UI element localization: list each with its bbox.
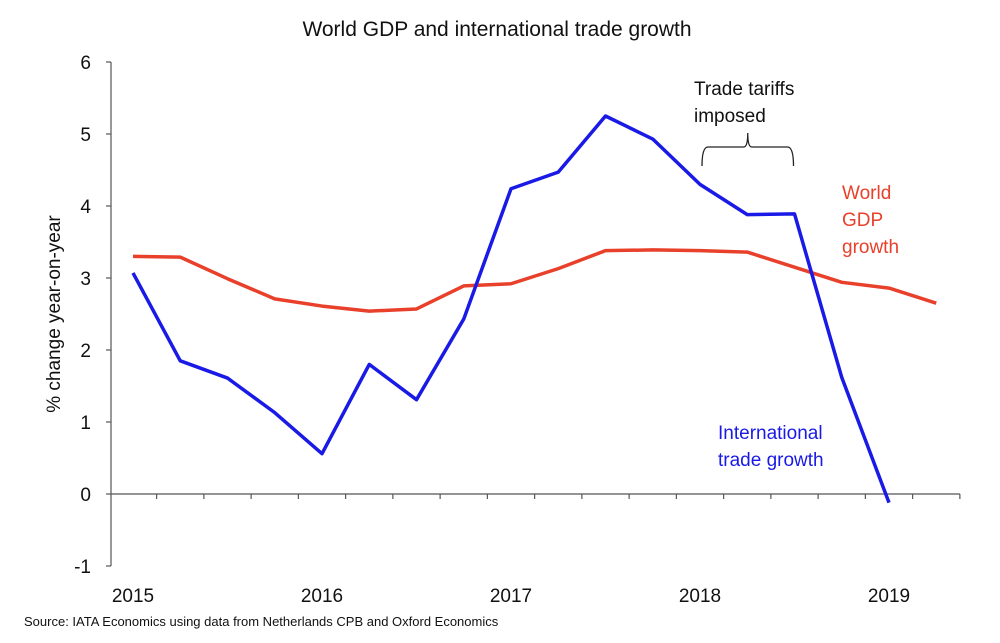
chart-title: World GDP and international trade growth [302,18,691,41]
y-tick-label: 3 [80,269,91,290]
y-tick-label: 6 [80,53,91,74]
series-label-trade-line-2: trade growth [718,450,824,471]
series-lines [131,114,937,504]
international-trade-growth-line [131,114,891,504]
y-tick-label: 2 [80,341,91,362]
y-tick-label: 4 [80,197,91,218]
annotation-line-1: Trade tariffs [694,79,794,100]
series-label-gdp-line-3: growth [842,237,899,258]
y-tick-label: -1 [74,557,91,578]
x-tick-label: 2017 [490,586,532,607]
annotation-bracket [701,132,795,167]
y-axis-label: % change year-on-year [44,215,65,413]
x-tick-label: 2019 [868,586,910,607]
axes: -1 0 1 2 3 4 5 6 2015 2016 2017 2018 2019 [74,53,961,607]
source-note: Source: IATA Economics using data from N… [24,614,499,629]
world-gdp-growth-line [132,248,937,313]
y-tick-label: 1 [80,413,91,434]
y-tick-label: 5 [80,125,91,146]
x-tick-label: 2015 [112,586,154,607]
series-label-gdp-line-1: World [842,183,891,204]
annotation-group [701,132,795,167]
series-label-gdp-line-2: GDP [842,210,883,231]
x-tick-label: 2018 [679,586,721,607]
x-tick-label: 2016 [301,586,343,607]
series-label-trade-line-1: International [718,423,823,444]
annotation-line-2: imposed [694,106,766,127]
y-tick-label: 0 [80,485,91,506]
